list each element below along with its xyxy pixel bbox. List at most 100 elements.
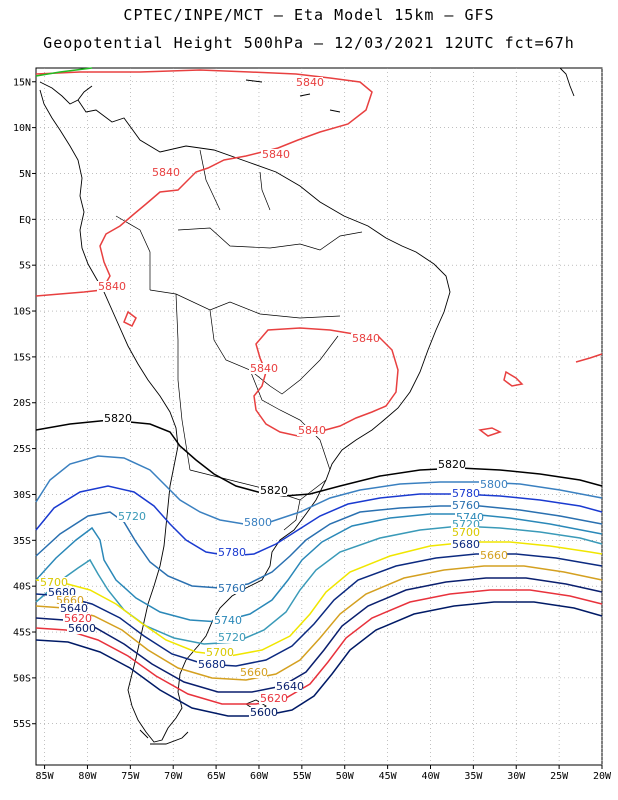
- south-america-coast: [39, 89, 451, 743]
- contour-label: 5840: [298, 424, 326, 437]
- contour-label: 5760: [452, 499, 480, 512]
- contour-label: 5620: [260, 692, 288, 705]
- lon-label: 45W: [379, 771, 398, 782]
- lon-label: 75W: [121, 771, 140, 782]
- contour-label-bg: [451, 539, 479, 550]
- contour-label-bg: [259, 693, 287, 704]
- contour-label-bg: [437, 459, 465, 470]
- contour-label: 5660: [480, 549, 508, 562]
- contour-label: 5820: [260, 484, 288, 497]
- border-line: [283, 499, 301, 531]
- contour-label: 5660: [240, 666, 268, 679]
- contour-label-bg: [249, 707, 277, 718]
- contour-label: 5620: [64, 612, 92, 625]
- border-line: [269, 335, 339, 395]
- contour-green-fragment: [35, 67, 93, 77]
- coastlines: [39, 67, 575, 745]
- contour-5780: [35, 485, 603, 557]
- border-line: [199, 149, 221, 211]
- lat-label: 55S: [13, 719, 31, 730]
- contour-5840-west: [123, 310, 137, 328]
- lon-label: 80W: [78, 771, 97, 782]
- contour-label: 5640: [276, 680, 304, 693]
- border-line: [177, 227, 363, 251]
- contour-label-bg: [451, 527, 479, 538]
- contour-label: 5700: [206, 646, 234, 659]
- caribbean-islands: [245, 67, 575, 113]
- lat-label: 15S: [13, 352, 31, 363]
- contour-label: 5700: [452, 526, 480, 539]
- contour-5680: [35, 553, 603, 667]
- contour-label-bg: [295, 77, 323, 88]
- lon-label: 50W: [336, 771, 355, 782]
- contour-label: 5820: [104, 412, 132, 425]
- border-line: [175, 293, 191, 471]
- contour-label: 5600: [68, 622, 96, 635]
- contour-label-bg: [55, 595, 83, 606]
- contour-label: 5780: [218, 546, 246, 559]
- contour-label: 5720: [218, 631, 246, 644]
- contour-5840-east-2: [503, 370, 524, 387]
- lat-label: 5N: [19, 169, 31, 180]
- contour-label: 5720: [118, 510, 146, 523]
- border-line: [249, 369, 331, 471]
- lat-label: 25S: [13, 444, 31, 455]
- contour-label: 5780: [452, 487, 480, 500]
- contour-label-bg: [455, 512, 483, 523]
- tierra-del-fuego: [139, 729, 189, 745]
- contour-label-bg: [117, 511, 145, 522]
- lon-label: 70W: [164, 771, 183, 782]
- contour-label-bg: [97, 281, 125, 292]
- lon-label: 55W: [293, 771, 312, 782]
- contour-label-bg: [259, 485, 287, 496]
- contour-5660: [35, 565, 603, 681]
- contour-5740: [35, 513, 603, 623]
- lon-label: 65W: [207, 771, 226, 782]
- contour-label: 5820: [438, 458, 466, 471]
- contour-label: 5800: [244, 516, 272, 529]
- lat-label: 50S: [13, 673, 31, 684]
- contour-label-bg: [249, 363, 277, 374]
- contour-label-bg: [63, 613, 91, 624]
- contour-label-bg: [479, 550, 507, 561]
- contour-label: 5840: [262, 148, 290, 161]
- lon-label: 85W: [36, 771, 55, 782]
- border-line: [259, 171, 271, 211]
- contour-label: 5600: [250, 706, 278, 719]
- contour-label-bg: [59, 603, 87, 614]
- contour-label-bg: [47, 587, 75, 598]
- contour-labels: 5840 5840 5840 5840 5840 5840 5840 5820 5820 5820…: [39, 76, 508, 719]
- contour-label-bg: [217, 583, 245, 594]
- lon-label: 20W: [593, 771, 612, 782]
- contour-label-bg: [243, 517, 271, 528]
- contour-label-bg: [197, 659, 225, 670]
- contour-label: 5840: [98, 280, 126, 293]
- border-line: [209, 309, 271, 387]
- contour-5840-east-3: [478, 427, 502, 437]
- contour-5840-east: [575, 353, 603, 363]
- contour-label: 5800: [480, 478, 508, 491]
- lat-label: 35S: [13, 536, 31, 547]
- contour-5700: [35, 541, 603, 657]
- contour-label-bg: [479, 479, 507, 490]
- contour-5640: [35, 577, 603, 693]
- contour-label-bg: [261, 149, 289, 160]
- contour-label-bg: [451, 488, 479, 499]
- contour-label-bg: [451, 500, 479, 511]
- central-america-coast: [39, 81, 93, 105]
- lat-label: 30S: [13, 490, 31, 501]
- contour-label-bg: [39, 577, 67, 588]
- lon-label: 25W: [550, 771, 569, 782]
- contour-label: 5680: [198, 658, 226, 671]
- lat-label: 20S: [13, 398, 31, 409]
- contour-label: 5680: [452, 538, 480, 551]
- contour-label-bg: [67, 623, 95, 634]
- longitude-labels: 85W 80W 75W 70W 65W 60W 55W 50W 45W 40W 35W 30W 25W 2…: [36, 771, 612, 782]
- lat-label: EQ: [19, 215, 31, 226]
- lon-label: 35W: [464, 771, 483, 782]
- contour-label: 5840: [296, 76, 324, 89]
- lat-label: 15N: [13, 77, 31, 88]
- contour-label: 5840: [352, 332, 380, 345]
- lat-label: 5S: [19, 261, 31, 272]
